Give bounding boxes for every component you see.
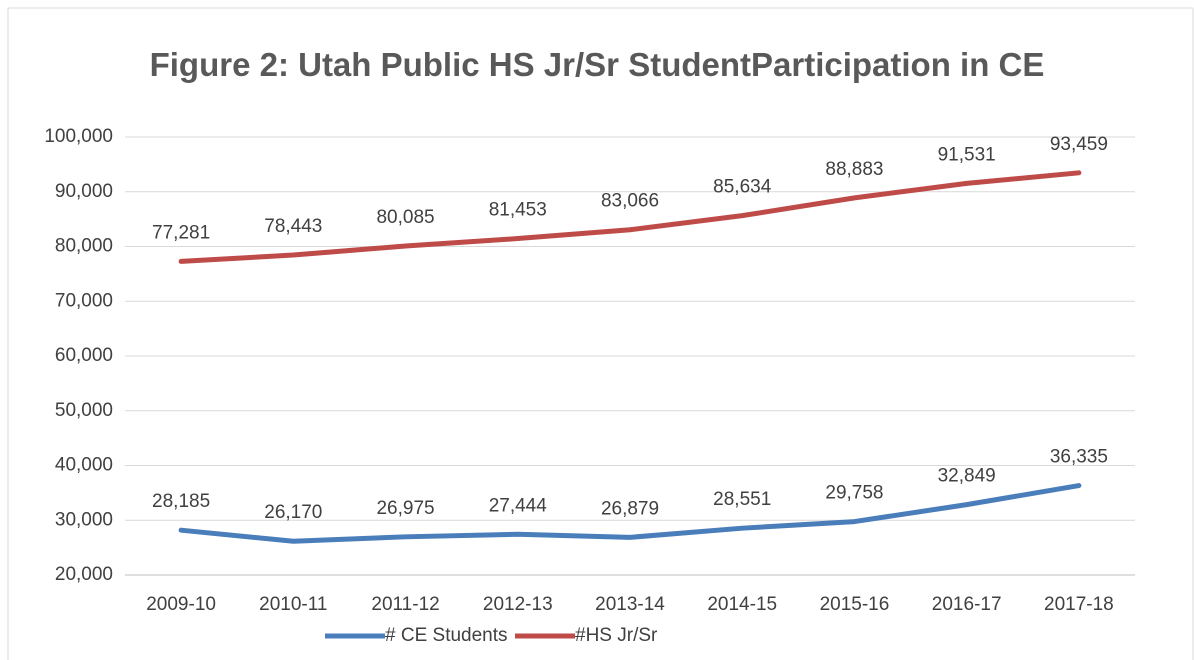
data-label: 80,085: [376, 207, 434, 228]
y-tick-label: 60,000: [55, 345, 113, 366]
data-label: 77,281: [152, 222, 210, 243]
data-label: 36,335: [1050, 447, 1108, 468]
series-line: [178, 170, 1082, 264]
data-label: 28,185: [152, 491, 210, 512]
x-tick-label: 2016-17: [932, 594, 1002, 615]
legend-label: #HS Jr/Sr: [575, 625, 658, 646]
x-tick-label: 2017-18: [1044, 594, 1114, 615]
y-tick-label: 80,000: [55, 236, 113, 257]
x-tick-label: 2013-14: [595, 594, 665, 615]
data-label: 83,066: [601, 191, 659, 212]
data-label: 81,453: [489, 200, 547, 221]
x-tick-label: 2015-16: [820, 594, 890, 615]
data-label: 26,975: [376, 498, 434, 519]
y-tick-label: 40,000: [55, 455, 113, 476]
series-line: [178, 483, 1082, 544]
x-tick-label: 2014-15: [707, 594, 777, 615]
data-label: 28,551: [713, 489, 771, 510]
x-tick-label: 2012-13: [483, 594, 553, 615]
data-label: 29,758: [825, 483, 883, 504]
data-label: 85,634: [713, 177, 772, 198]
data-label: 26,879: [601, 498, 659, 519]
data-label: 91,531: [938, 144, 996, 165]
data-label: 32,849: [938, 466, 996, 487]
chart-title: Figure 2: Utah Public HS Jr/Sr StudentPa…: [149, 46, 1045, 83]
y-tick-label: 30,000: [55, 509, 113, 530]
y-tick-label: 50,000: [55, 400, 113, 421]
y-tick-label: 90,000: [55, 181, 113, 202]
x-tick-label: 2009-10: [146, 594, 216, 615]
data-label: 93,459: [1050, 134, 1108, 155]
chart-border: [7, 7, 1194, 660]
data-label: 26,170: [264, 502, 322, 523]
x-tick-label: 2010-11: [259, 594, 327, 615]
legend-label: # CE Students: [385, 625, 508, 646]
x-tick-label: 2011-12: [371, 594, 439, 615]
y-tick-label: 70,000: [55, 290, 113, 311]
y-tick-label: 100,000: [44, 126, 113, 147]
data-label: 78,443: [264, 216, 322, 237]
data-label: 27,444: [489, 495, 548, 516]
y-tick-label: 20,000: [55, 564, 113, 585]
data-label: 88,883: [825, 159, 883, 180]
